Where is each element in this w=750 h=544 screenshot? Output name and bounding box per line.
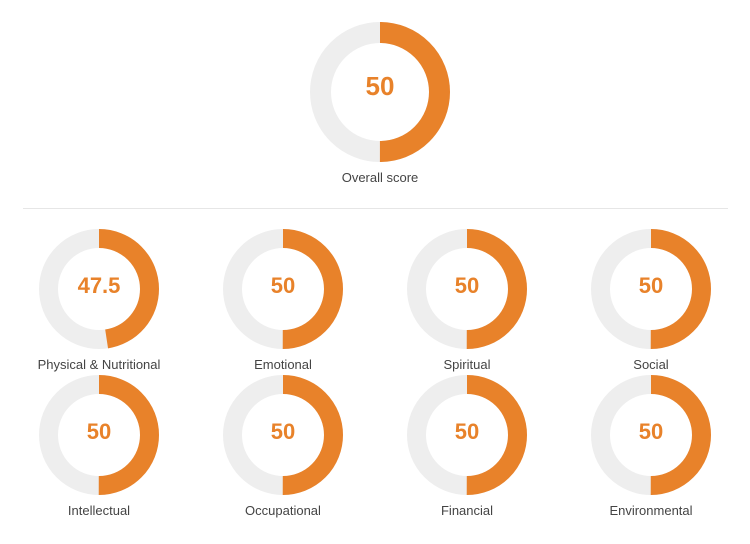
environmental-gauge: 50 Environmental: [591, 375, 711, 520]
social-value: 50: [638, 273, 664, 298]
financial-progress-arc: [407, 375, 527, 495]
spiritual-progress-arc: [407, 229, 527, 349]
emotional-gauge: 50 Emotional: [223, 229, 343, 374]
social-label: Social: [633, 357, 669, 372]
physical-nutritional-donut: [39, 229, 159, 349]
financial-donut: [407, 375, 527, 495]
overall-score-gauge: 50 Overall score: [310, 22, 450, 192]
physical-nutritional-gauge: 47.5 Physical & Nutritional: [38, 229, 160, 374]
financial-value: 50: [454, 419, 480, 444]
overall-score-progress-arc: [310, 22, 450, 162]
environmental-progress-arc: [591, 375, 711, 495]
intellectual-progress-arc: [39, 375, 159, 495]
emotional-label: Emotional: [254, 357, 312, 372]
occupational-label: Occupational: [245, 503, 321, 518]
intellectual-gauge: 50 Intellectual: [39, 375, 159, 520]
social-progress-arc: [591, 229, 711, 349]
occupational-gauge: 50 Occupational: [223, 375, 343, 520]
intellectual-value: 50: [86, 419, 112, 444]
financial-label: Financial: [440, 503, 494, 518]
spiritual-label: Spiritual: [443, 357, 491, 372]
occupational-progress-arc: [223, 375, 343, 495]
physical-nutritional-progress-arc: [39, 229, 159, 349]
environmental-label: Environmental: [609, 503, 693, 518]
emotional-donut: [223, 229, 343, 349]
physical-nutritional-value: 47.5: [77, 273, 121, 298]
social-donut: [591, 229, 711, 349]
spiritual-value: 50: [454, 273, 480, 298]
spiritual-gauge: 50 Spiritual: [407, 229, 527, 374]
section-divider: [23, 208, 728, 209]
emotional-progress-arc: [223, 229, 343, 349]
spiritual-donut: [407, 229, 527, 349]
overall-score-donut: [310, 22, 450, 162]
social-gauge: 50 Social: [591, 229, 711, 374]
occupational-value: 50: [270, 419, 296, 444]
emotional-value: 50: [270, 273, 296, 298]
intellectual-label: Intellectual: [67, 503, 131, 518]
environmental-value: 50: [638, 419, 664, 444]
occupational-donut: [223, 375, 343, 495]
overall-score-value: 50: [365, 71, 395, 101]
environmental-donut: [591, 375, 711, 495]
physical-nutritional-label: Physical & Nutritional: [37, 357, 161, 372]
intellectual-donut: [39, 375, 159, 495]
financial-gauge: 50 Financial: [407, 375, 527, 520]
overall-score-label: Overall score: [341, 170, 419, 185]
